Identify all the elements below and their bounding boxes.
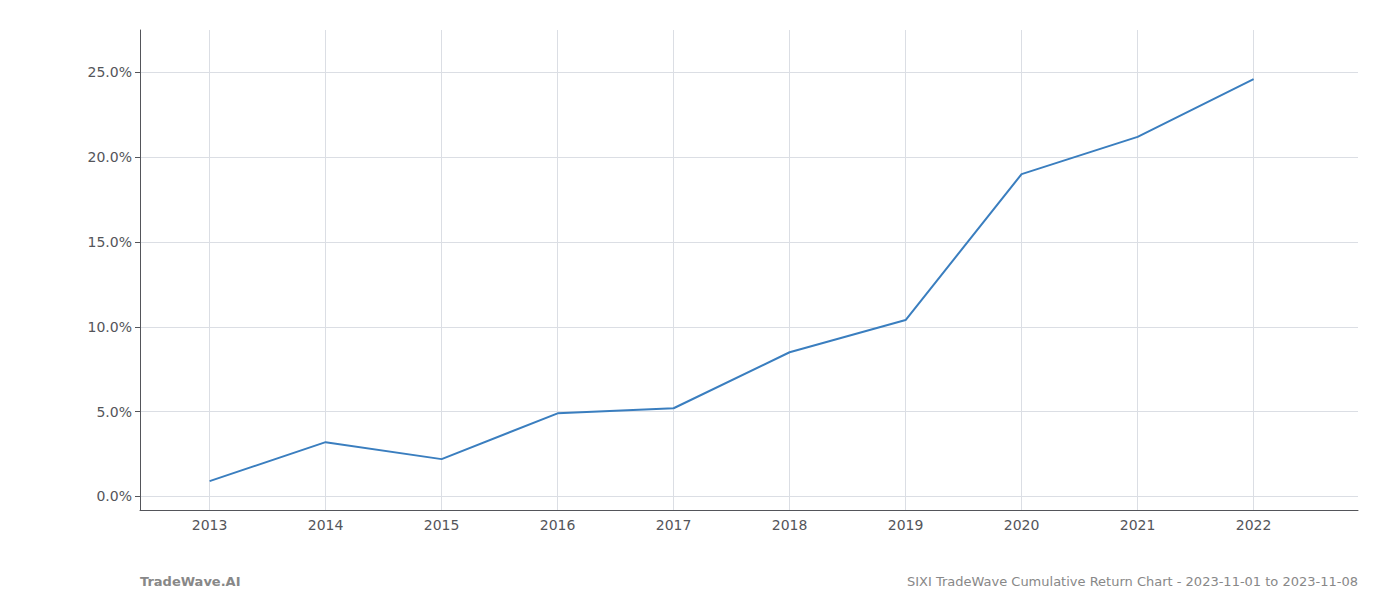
svg-text:2020: 2020 xyxy=(1004,517,1040,533)
svg-text:SIXI TradeWave Cumulative Retu: SIXI TradeWave Cumulative Return Chart -… xyxy=(907,574,1358,589)
svg-text:5.0%: 5.0% xyxy=(96,404,132,420)
svg-text:2018: 2018 xyxy=(772,517,808,533)
svg-text:0.0%: 0.0% xyxy=(96,488,132,504)
svg-text:25.0%: 25.0% xyxy=(88,64,132,80)
svg-text:TradeWave.AI: TradeWave.AI xyxy=(140,574,241,589)
svg-text:20.0%: 20.0% xyxy=(88,149,132,165)
svg-text:2014: 2014 xyxy=(308,517,344,533)
svg-text:2019: 2019 xyxy=(888,517,924,533)
svg-text:2013: 2013 xyxy=(192,517,228,533)
svg-text:2021: 2021 xyxy=(1120,517,1156,533)
svg-text:2022: 2022 xyxy=(1236,517,1272,533)
svg-text:15.0%: 15.0% xyxy=(88,234,132,250)
svg-text:2015: 2015 xyxy=(424,517,460,533)
svg-text:10.0%: 10.0% xyxy=(88,319,132,335)
svg-text:2017: 2017 xyxy=(656,517,692,533)
svg-text:2016: 2016 xyxy=(540,517,576,533)
